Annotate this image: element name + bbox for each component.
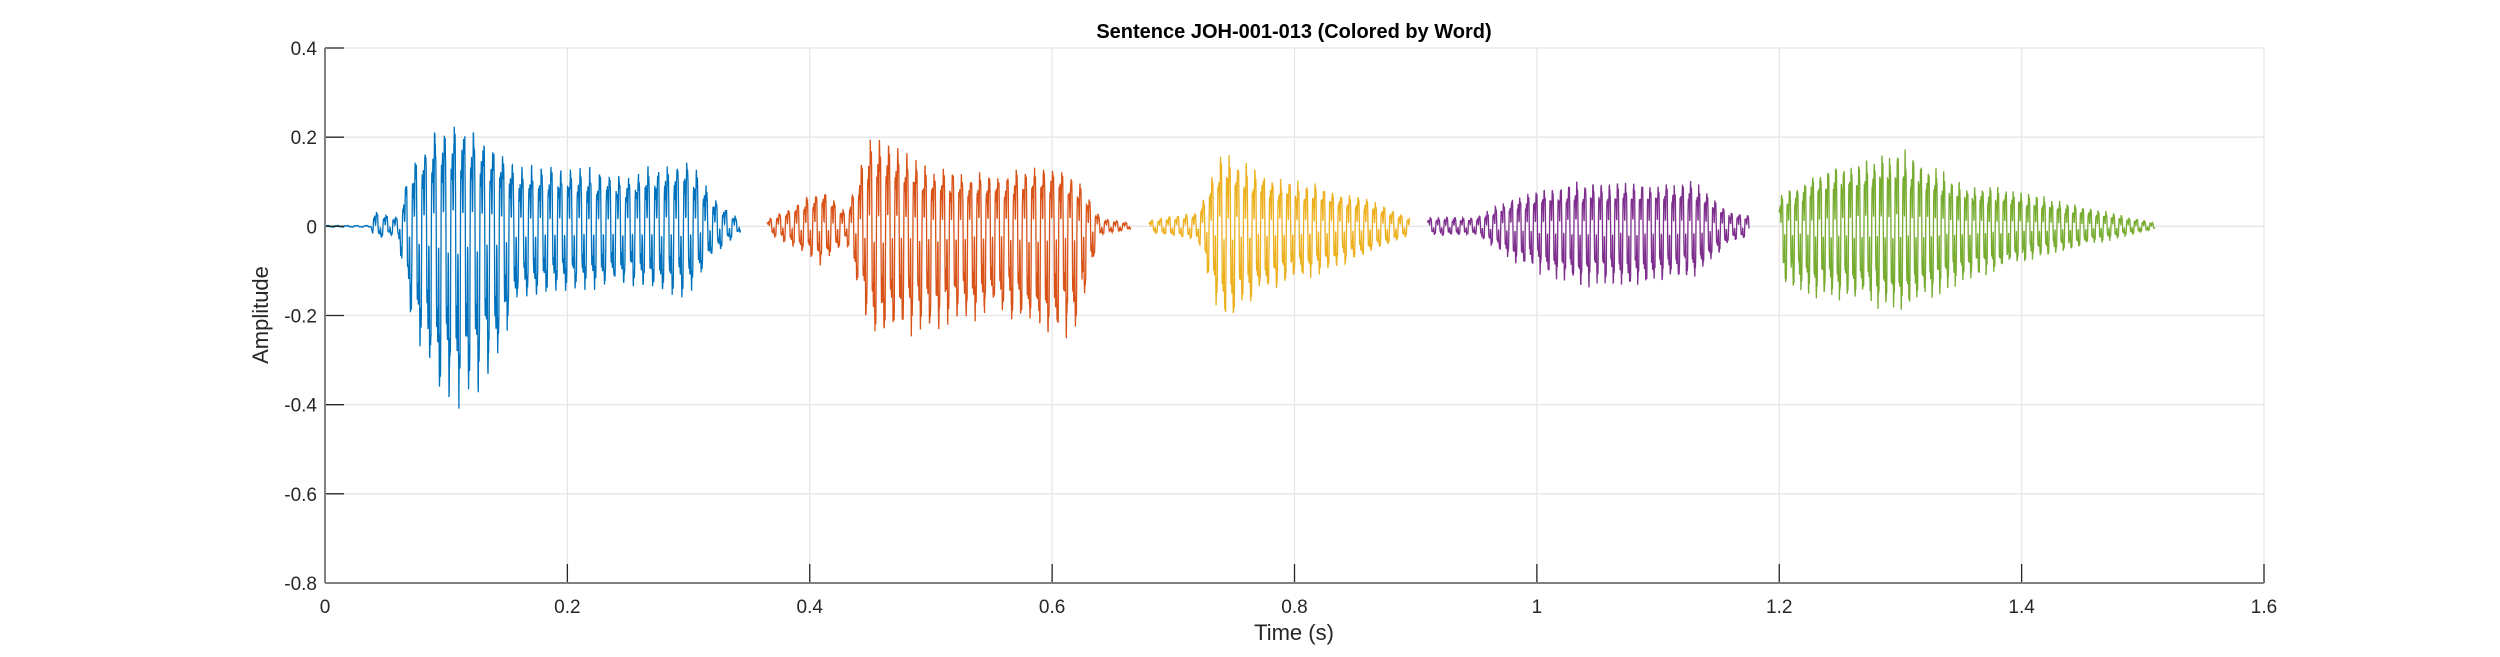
y-tick-label: 0.2 bbox=[291, 128, 317, 149]
x-tick-label: 1 bbox=[1532, 597, 1543, 618]
word-waveform-1 bbox=[324, 126, 742, 409]
y-tick-label: 0 bbox=[306, 217, 317, 238]
x-tick-label: 0.8 bbox=[1281, 597, 1307, 618]
x-tick-label: 0.2 bbox=[554, 597, 580, 618]
x-tick-label: 0.6 bbox=[1039, 597, 1065, 618]
axes: 0 0.2 0.4 0.6 0.8 1 1.2 1.4 1.6 -0.8 -0.6 -0.4 -0.2 0… bbox=[284, 39, 2277, 618]
y-tick-label: -0.2 bbox=[284, 307, 317, 328]
word-waveform-5 bbox=[1778, 149, 2156, 310]
y-tick-label: -0.8 bbox=[284, 574, 317, 595]
y-tick-label: -0.6 bbox=[284, 485, 317, 506]
x-tick-label: 0 bbox=[320, 597, 331, 618]
waveform-series bbox=[324, 126, 2156, 409]
y-tick-label: -0.4 bbox=[284, 396, 317, 417]
y-tick-label: 0.4 bbox=[291, 39, 318, 60]
y-axis-label: Amplitude bbox=[248, 266, 273, 364]
x-tick-label: 1.4 bbox=[2008, 597, 2035, 618]
grid bbox=[324, 47, 2265, 584]
x-tick-label: 0.4 bbox=[797, 597, 824, 618]
x-axis-label: Time (s) bbox=[1254, 620, 1334, 645]
word-waveform-3 bbox=[1148, 155, 1411, 314]
chart-title: Sentence JOH-001-013 (Colored by Word) bbox=[1096, 21, 1491, 43]
word-waveform-2 bbox=[766, 139, 1132, 339]
x-tick-label: 1.6 bbox=[2251, 597, 2277, 618]
x-tick-label: 1.2 bbox=[1766, 597, 1792, 618]
word-waveform-4 bbox=[1427, 180, 1750, 288]
